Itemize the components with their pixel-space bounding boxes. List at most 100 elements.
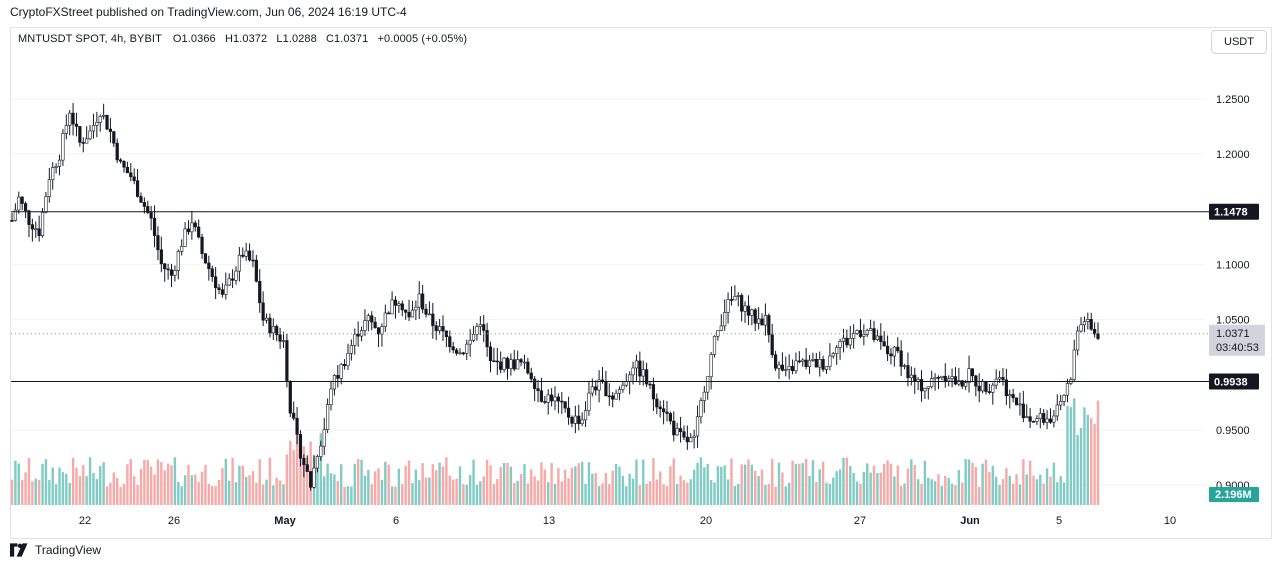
volume-bar xyxy=(543,469,547,505)
candle-down xyxy=(658,406,662,410)
volume-bar xyxy=(859,483,862,505)
volume-bar xyxy=(930,479,933,505)
volume-bar xyxy=(855,481,859,505)
volume-bar xyxy=(109,482,112,505)
candle-up xyxy=(173,270,177,276)
volume-bar xyxy=(31,481,34,505)
candle-up xyxy=(950,376,954,379)
volume-bar xyxy=(373,471,377,505)
candle-down xyxy=(773,354,778,369)
candle-down xyxy=(20,196,24,204)
candle-down xyxy=(200,236,204,254)
volume-bar xyxy=(384,461,387,505)
volume-bar xyxy=(1045,468,1049,505)
volume-bar xyxy=(292,450,295,505)
volume-bar xyxy=(58,467,61,505)
candle-up xyxy=(736,295,740,297)
candle-up xyxy=(631,367,635,376)
candle-up xyxy=(13,209,17,221)
volume-bar xyxy=(784,486,787,505)
volume-bar xyxy=(665,486,669,505)
footer-brand: TradingView xyxy=(35,543,102,557)
candle-up xyxy=(1076,330,1080,351)
candle-up xyxy=(54,166,58,168)
candle-up xyxy=(841,337,846,342)
candle-up xyxy=(1086,319,1090,322)
volume-bar xyxy=(648,481,652,505)
volume-bar xyxy=(173,457,177,505)
volume-bar xyxy=(923,460,927,505)
volume-bar xyxy=(754,470,757,505)
volume-bar xyxy=(730,458,733,505)
volume-bar xyxy=(1039,474,1042,505)
candle-down xyxy=(770,334,774,356)
volume-bar xyxy=(462,484,465,505)
candle-down xyxy=(217,287,221,290)
candle-up xyxy=(17,196,21,211)
volume-bar xyxy=(713,482,716,505)
volume-bar xyxy=(798,463,801,505)
volume-bar xyxy=(343,486,346,505)
volume-bar xyxy=(183,475,187,505)
volume-bar xyxy=(760,469,764,505)
candle-up xyxy=(51,167,55,180)
candle-down xyxy=(655,398,659,408)
candle-down xyxy=(146,206,150,213)
volume-bar xyxy=(194,474,197,505)
volume-bar xyxy=(323,476,326,505)
volume-bar xyxy=(377,468,380,505)
chart-frame[interactable] xyxy=(10,27,1272,539)
candle-up xyxy=(390,299,394,315)
volume-bar xyxy=(764,484,767,505)
candle-down xyxy=(1031,421,1036,423)
volume-bar xyxy=(906,468,910,505)
volume-bar xyxy=(669,466,672,505)
volume-bar xyxy=(336,480,339,505)
volume-bar xyxy=(801,463,804,505)
candle-down xyxy=(125,166,129,174)
candle-down xyxy=(370,315,374,323)
candle-down xyxy=(665,411,669,414)
candle-down xyxy=(139,196,143,203)
candle-down xyxy=(336,375,340,379)
volume-bar xyxy=(557,467,560,505)
currency-button[interactable]: USDT xyxy=(1211,30,1267,54)
candle-down xyxy=(746,305,751,316)
tradingview-footer: TradingView xyxy=(10,543,101,557)
volume-bar xyxy=(71,457,75,505)
volume-badge-bg xyxy=(1209,487,1259,502)
volume-bar xyxy=(866,463,869,505)
volume-bar xyxy=(475,485,479,505)
candle-up xyxy=(95,122,99,126)
candle-down xyxy=(760,318,764,326)
candle-up xyxy=(957,380,961,385)
current-price-label: 1.0371 xyxy=(1216,328,1250,340)
volume-bar xyxy=(424,477,428,505)
candle-up xyxy=(743,305,747,312)
candle-up xyxy=(183,228,187,247)
volume-bar xyxy=(496,479,499,505)
volume-bar xyxy=(272,485,275,505)
candle-up xyxy=(947,378,951,382)
candle-up xyxy=(634,360,639,369)
volume-bar xyxy=(821,461,825,505)
volume-bar xyxy=(838,469,842,505)
volume-bar xyxy=(299,452,302,505)
candle-up xyxy=(427,313,432,316)
candle-up xyxy=(763,315,768,326)
candle-down xyxy=(81,142,85,144)
candle-down xyxy=(23,203,28,211)
candle-down xyxy=(292,412,296,419)
volume-bar xyxy=(706,463,709,505)
volume-bar xyxy=(353,464,356,505)
candle-up xyxy=(1065,383,1070,396)
candle-up xyxy=(621,384,625,390)
volume-bar xyxy=(14,460,17,505)
volume-bar xyxy=(991,465,994,505)
candle-down xyxy=(122,161,126,168)
volume-bar xyxy=(499,467,502,505)
volume-bar xyxy=(258,459,261,505)
volume-bar xyxy=(733,486,737,505)
candle-down xyxy=(30,224,34,230)
